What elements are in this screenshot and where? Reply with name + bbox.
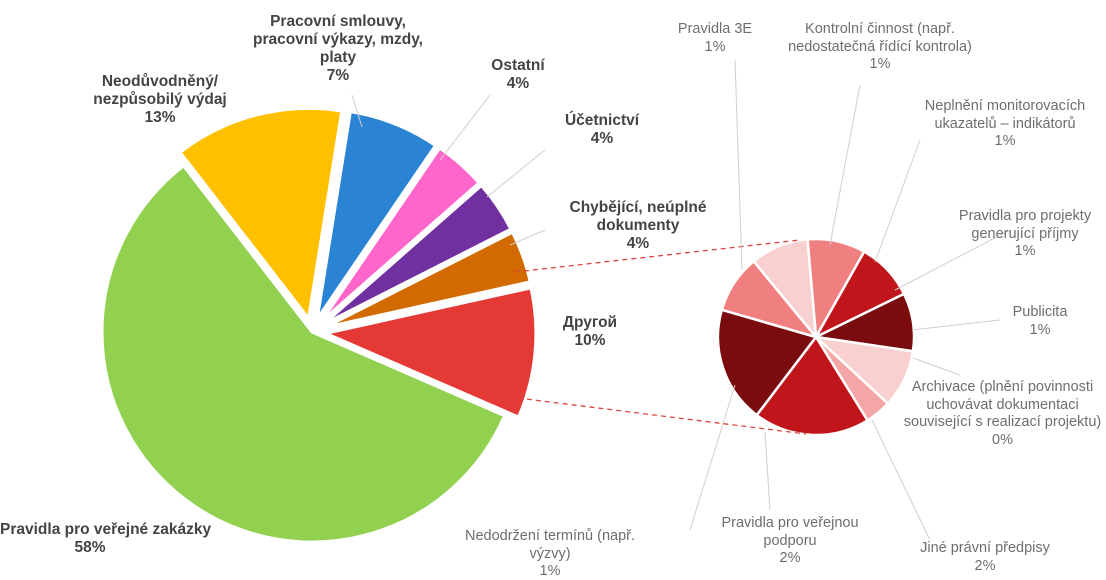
main-slice-ostatni	[320, 145, 482, 323]
connector-line-1	[514, 239, 801, 273]
main-leader-line-2	[439, 94, 491, 161]
leader-line-9	[689, 384, 736, 531]
label-nedodrzeni-terminu: Nedodržení termínů (např. výzvy) 1%	[464, 528, 636, 579]
leader-line-5	[911, 319, 1001, 331]
main-leader-line-3	[486, 149, 546, 198]
main-leader-line-1	[351, 94, 363, 128]
label-ucetnictvi: Účetnictví 4%	[564, 112, 640, 147]
leader-line-3	[874, 139, 921, 263]
label-verejna-podpora: Pravidla pro veřejnou podporu 2%	[721, 515, 859, 566]
leader-line-2	[829, 84, 861, 246]
label-pravidla-3e: Pravidla 3E 1%	[677, 21, 753, 55]
leader-line-7	[871, 419, 931, 541]
label-publicita: Publicita 1%	[1012, 304, 1068, 338]
label-ostatni: Ostatní 4%	[491, 57, 545, 92]
main-slice-chybe-ji-ci-neu-plne-dokumenty	[324, 230, 532, 329]
label-drugoy: Другой 10%	[562, 314, 618, 349]
main-slice-	[321, 286, 538, 420]
connector-line-2	[517, 397, 807, 435]
main-slice-pracovni-smlouvy-pracovni-vy-kazy-mzdy-platy	[315, 109, 438, 320]
main-slice-u-c-etnictvi	[322, 183, 513, 326]
main-slice-pravidla-pro-ver-ejne-zaka-zky	[100, 163, 507, 544]
leader-line-1	[734, 59, 743, 271]
label-pracovni-smlouvy: Pracovní smlouvy, pracovní výkazy, mzdy,…	[252, 13, 423, 84]
leader-line-6	[912, 357, 961, 376]
main-leader-line-4	[509, 229, 546, 246]
label-verejne-zakazky: Pravidla pro veřejné zakázky 58%	[0, 521, 212, 556]
sub-slice-pravidla-pro-ver-ejnou-podporu	[716, 308, 819, 417]
label-projekty-prijmy: Pravidla pro projekty generující příjmy …	[958, 208, 1092, 259]
label-neoduvodneny: Neodůvodněný/ nezpůsobilý výdaj 13%	[93, 73, 227, 126]
label-jine-predpisy: Jiné právní předpisy 2%	[920, 540, 1050, 574]
label-neplneni-indikatoru: Neplnění monitorovacích ukazatelů – indi…	[924, 98, 1086, 149]
leader-line-8	[764, 431, 771, 511]
label-archivace: Archivace (plnění povinnosti uchovávat d…	[903, 379, 1102, 448]
sub-slice-jine-pra-vni-pr-edpisy	[754, 334, 870, 437]
leader-line-4	[894, 229, 1011, 291]
sub-slice-pravidla-3e	[751, 238, 818, 341]
label-kontrolni-cinnost: Kontrolní činnost (např. nedostatečná ří…	[788, 21, 972, 72]
main-slice-neodu-vodne-ny-nezpu-sobily-vy-daj	[178, 106, 344, 323]
label-chybejici-dokumenty: Chybějící, neúplné dokumenty 4%	[569, 199, 707, 252]
